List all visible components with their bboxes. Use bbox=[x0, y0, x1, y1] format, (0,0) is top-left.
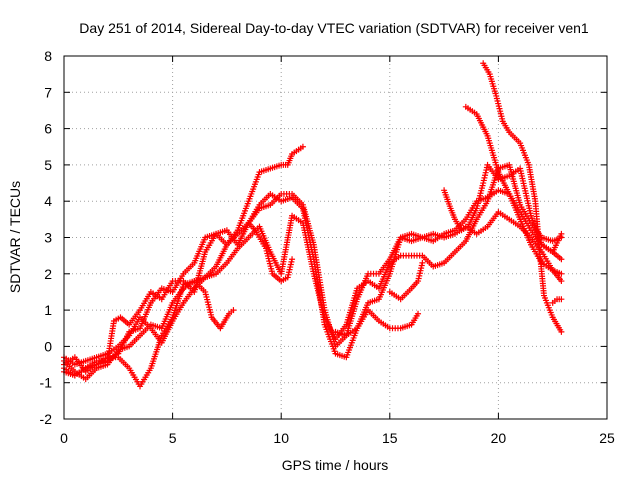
y-tick-label: -2 bbox=[40, 411, 53, 427]
data-point bbox=[419, 259, 426, 266]
series-trace-12 bbox=[549, 296, 565, 306]
x-tick-label: 25 bbox=[599, 430, 615, 446]
series-trace-5 bbox=[61, 278, 237, 390]
data-point bbox=[558, 278, 565, 285]
axis-ticks bbox=[63, 55, 608, 420]
x-tick-label: 15 bbox=[382, 430, 398, 446]
series-trace-7 bbox=[332, 307, 422, 339]
x-tick-label: 0 bbox=[60, 430, 68, 446]
series-trace-3 bbox=[61, 190, 565, 383]
y-tick-label: 5 bbox=[44, 157, 52, 173]
y-axis-label: SDTVAR / TECUs bbox=[7, 181, 23, 293]
x-tick-label: 5 bbox=[169, 430, 177, 446]
y-tick-label: 3 bbox=[44, 230, 52, 246]
data-point bbox=[558, 270, 565, 277]
x-tick-labels: 0 5 10 15 20 25 bbox=[60, 430, 615, 446]
y-tick-label: 6 bbox=[44, 121, 52, 137]
y-tick-label: 0 bbox=[44, 338, 52, 354]
data-point bbox=[558, 256, 565, 263]
x-tick-label: 20 bbox=[491, 430, 507, 446]
chart-title: Day 251 of 2014, Sidereal Day-to-day VTE… bbox=[79, 20, 589, 36]
data-point bbox=[558, 328, 565, 335]
data-point bbox=[230, 307, 237, 314]
y-tick-label: 8 bbox=[44, 48, 52, 64]
series-trace-11 bbox=[441, 161, 565, 256]
series-trace-8 bbox=[386, 259, 426, 303]
grid bbox=[64, 56, 607, 419]
x-axis-label: GPS time / hours bbox=[282, 457, 389, 473]
y-tick-labels: -2 -1 0 1 2 3 4 5 6 7 8 bbox=[40, 48, 53, 427]
series-trace-4 bbox=[61, 161, 565, 368]
y-tick-label: 7 bbox=[44, 84, 52, 100]
data-points bbox=[61, 60, 565, 390]
series-trace-10 bbox=[480, 60, 565, 335]
y-tick-label: 4 bbox=[44, 193, 52, 209]
series-trace-6 bbox=[245, 219, 296, 285]
data-point bbox=[289, 256, 296, 263]
y-tick-label: 2 bbox=[44, 266, 52, 282]
data-point bbox=[558, 230, 565, 237]
y-tick-label: 1 bbox=[44, 302, 52, 318]
data-point bbox=[558, 296, 565, 303]
data-point bbox=[415, 310, 422, 317]
data-point bbox=[299, 143, 306, 150]
x-tick-label: 10 bbox=[273, 430, 289, 446]
y-tick-label: -1 bbox=[40, 375, 53, 391]
